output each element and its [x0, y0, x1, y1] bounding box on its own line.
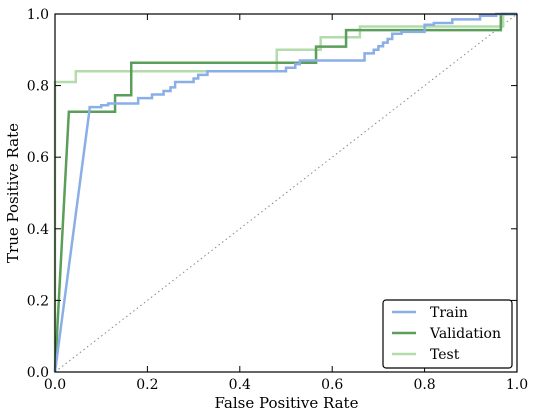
series-layer [53, 12, 517, 373]
x-tick-label: 0.2 [136, 377, 158, 393]
y-tick-label: 0.2 [27, 293, 49, 309]
reference-layer [54, 13, 518, 373]
legend-box [382, 299, 513, 369]
legend-label-validation: Validation [429, 326, 501, 342]
series-line-test [53, 12, 517, 372]
y-axis-label: True Positive Rate [4, 123, 22, 263]
ticks-layer [54, 13, 518, 373]
x-tick-label: 0.4 [229, 377, 251, 393]
series-line-validation [53, 12, 517, 373]
x-tick-label: 0.6 [321, 377, 343, 393]
y-tick-label: 0.8 [27, 79, 49, 95]
tick-labels-layer: 0.0 0.2 0.4 0.6 0.8 1.0 0.0 0.2 0.4 0.6 0.8 1.0 [27, 7, 528, 393]
x-tick-label: 0.0 [44, 377, 66, 393]
y-tick-label: 0.6 [27, 150, 49, 166]
x-axis-label: False Positive Rate [215, 394, 359, 412]
series-line-train [53, 12, 517, 373]
x-tick-label: 1.0 [506, 377, 528, 393]
y-tick-label: 0.0 [27, 365, 49, 381]
chance-diagonal-line [54, 13, 518, 373]
y-tick-label: 0.4 [27, 222, 49, 238]
legend-label-train: Train [430, 305, 468, 321]
y-tick-label: 1.0 [27, 7, 49, 23]
plot-frame [54, 13, 518, 373]
legend-label-test: Test [430, 347, 460, 363]
x-tick-label: 0.8 [413, 377, 435, 393]
legend: Train Validation Test [382, 299, 513, 369]
